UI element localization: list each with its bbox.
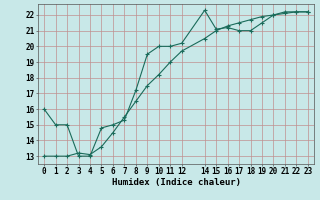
X-axis label: Humidex (Indice chaleur): Humidex (Indice chaleur)	[111, 178, 241, 187]
